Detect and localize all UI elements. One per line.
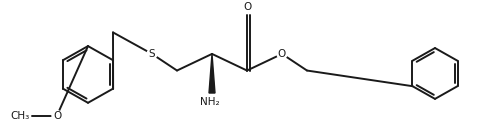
Text: O: O <box>53 111 61 120</box>
Polygon shape <box>209 54 215 93</box>
Circle shape <box>277 49 287 59</box>
Text: O: O <box>243 2 251 12</box>
Circle shape <box>147 49 157 59</box>
Circle shape <box>52 111 62 120</box>
Text: O: O <box>278 49 286 59</box>
Text: NH₂: NH₂ <box>200 97 220 107</box>
Text: S: S <box>149 49 155 59</box>
Text: CH₃: CH₃ <box>11 111 30 120</box>
